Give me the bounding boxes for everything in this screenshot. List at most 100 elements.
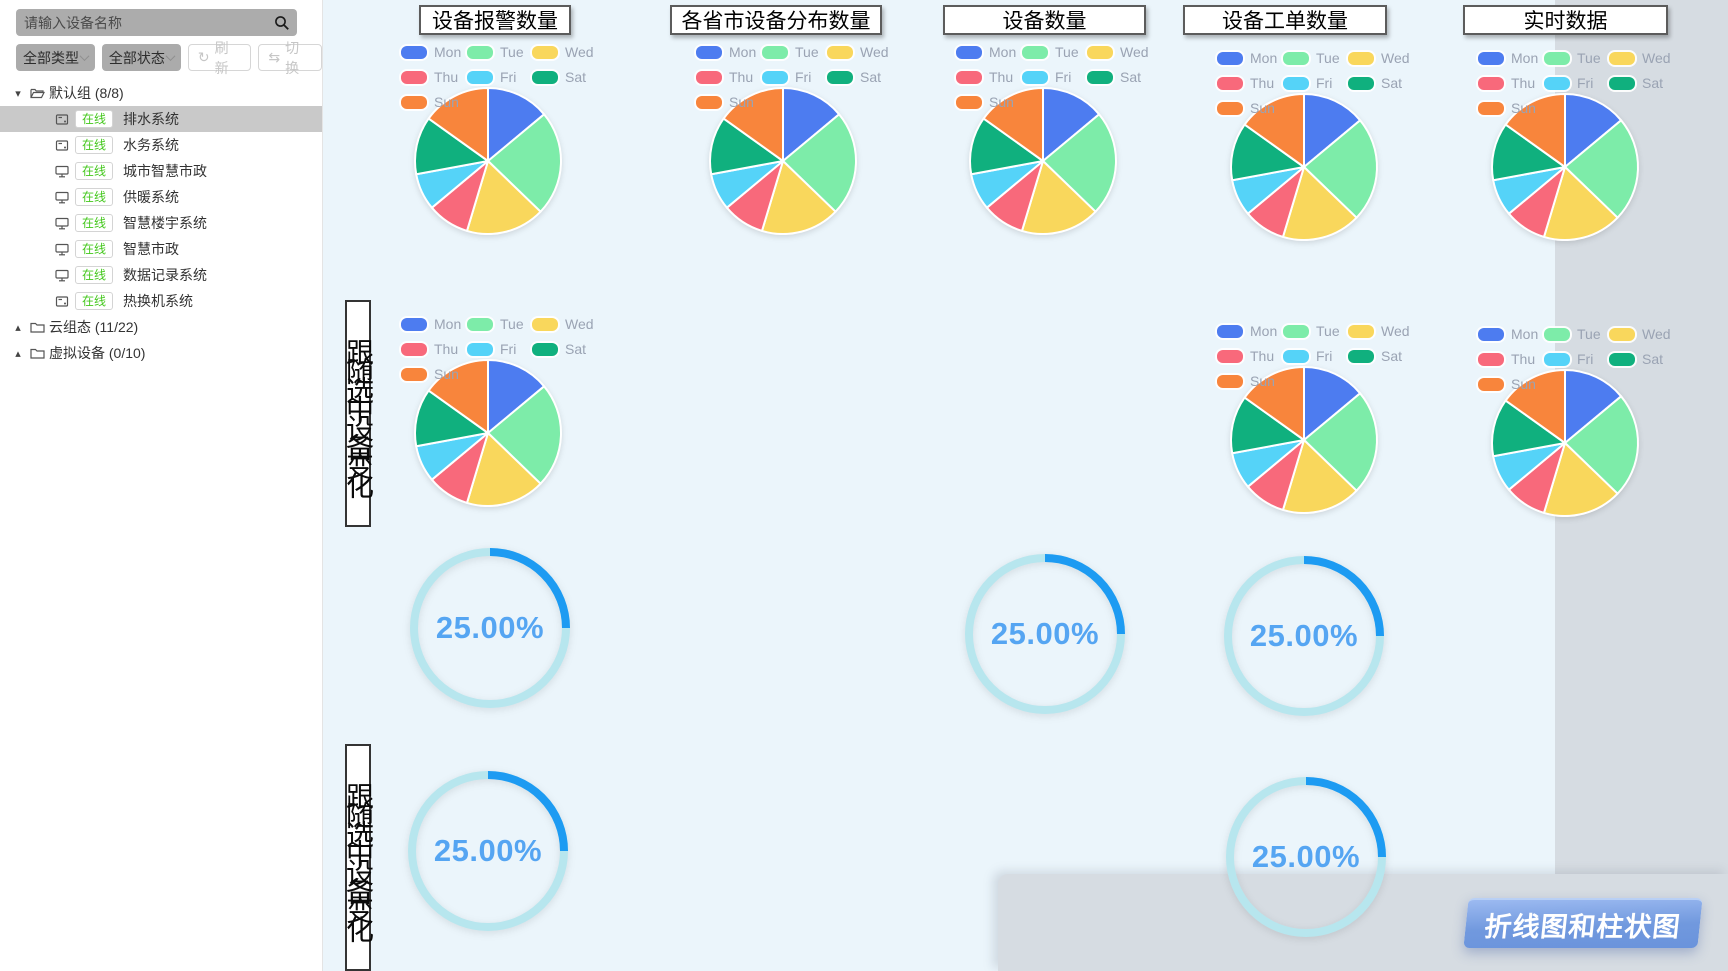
legend-item-mon[interactable]: Mon (696, 45, 756, 59)
pie-chart-widget[interactable]: Mon Tue Wed Thu Fri Sat Sun (696, 45, 908, 246)
legend-item-thu[interactable]: Thu (401, 70, 458, 84)
legend-item-tue[interactable]: Tue (1022, 45, 1079, 59)
legend-item-wed[interactable]: Wed (1087, 45, 1149, 59)
legend-item-sat[interactable]: Sat (1087, 70, 1141, 84)
legend-item-fri[interactable]: Fri (1544, 352, 1593, 366)
progress-gauge-widget[interactable]: 25.00% (1219, 551, 1389, 721)
pie-chart-widget[interactable]: Mon Tue Wed Thu Fri Sat Sun (956, 45, 1168, 246)
legend-item-thu[interactable]: Thu (956, 70, 1013, 84)
pie-chart-widget[interactable]: Mon Tue Wed Thu Fri Sat Sun (401, 317, 613, 518)
refresh-button[interactable]: ↻ 刷新 (187, 40, 252, 76)
legend-item-wed[interactable]: Wed (1348, 324, 1410, 338)
progress-gauge-widget[interactable]: 25.00% (405, 543, 575, 713)
caret-expanded-icon[interactable]: ▾ (15, 87, 21, 100)
legend-item-sun[interactable]: Sun (696, 95, 754, 109)
pie-chart-widget[interactable]: Mon Tue Wed Thu Fri Sat Sun (1478, 51, 1690, 252)
filter-status-dropdown[interactable]: 全部状态 (101, 44, 181, 71)
legend-item-wed[interactable]: Wed (1609, 327, 1671, 341)
legend-item-wed[interactable]: Wed (532, 317, 594, 331)
caret-collapsed-icon[interactable]: ▴ (15, 347, 21, 360)
legend-item-mon[interactable]: Mon (401, 317, 461, 331)
legend-item-fri[interactable]: Fri (762, 70, 811, 84)
device-tree-item[interactable]: 在线 供暖系统 (0, 184, 322, 210)
legend-item-sun[interactable]: Sun (401, 367, 459, 381)
legend-item-wed[interactable]: Wed (827, 45, 889, 59)
legend-item-fri[interactable]: Fri (467, 342, 516, 356)
progress-gauge-widget[interactable]: 25.00% (1221, 772, 1391, 942)
legend-item-thu[interactable]: Thu (696, 70, 753, 84)
legend-item-thu[interactable]: Thu (1478, 76, 1535, 90)
legend-item-fri[interactable]: Fri (1544, 76, 1593, 90)
device-tree-item[interactable]: 在线 智慧市政 (0, 236, 322, 262)
legend-item-wed[interactable]: Wed (1348, 51, 1410, 65)
legend-item-sat[interactable]: Sat (1609, 76, 1663, 90)
device-tree-item[interactable]: 在线 水务系统 (0, 132, 322, 158)
device-tree-item[interactable]: 在线 数据记录系统 (0, 262, 322, 288)
switch-button[interactable]: ⇆ 切换 (258, 40, 322, 76)
progress-gauge-widget[interactable]: 25.00% (403, 766, 573, 936)
legend-item-tue[interactable]: Tue (1283, 51, 1340, 65)
panel-title-realtime-data[interactable]: 实时数据 (1463, 5, 1668, 35)
caret-collapsed-icon[interactable]: ▴ (15, 321, 21, 334)
line-bar-chart-banner[interactable]: 折线图和柱状图 (1463, 898, 1703, 948)
legend-item-mon[interactable]: Mon (1217, 51, 1277, 65)
legend-label: Wed (565, 44, 594, 60)
search-input[interactable] (16, 14, 267, 31)
tree-group-row[interactable]: ▴ 虚拟设备 (0/10) (0, 340, 322, 366)
legend-item-sat[interactable]: Sat (1348, 349, 1402, 363)
legend-item-mon[interactable]: Mon (401, 45, 461, 59)
legend-item-fri[interactable]: Fri (1283, 76, 1332, 90)
pie-chart-widget[interactable]: Mon Tue Wed Thu Fri Sat Sun (1217, 324, 1429, 525)
legend-item-tue[interactable]: Tue (467, 317, 524, 331)
legend-item-fri[interactable]: Fri (1022, 70, 1071, 84)
tree-group-row[interactable]: ▴ 云组态 (11/22) (0, 314, 322, 340)
legend-item-mon[interactable]: Mon (1217, 324, 1277, 338)
legend-item-sat[interactable]: Sat (532, 342, 586, 356)
legend-item-thu[interactable]: Thu (1217, 76, 1274, 90)
legend-item-sat[interactable]: Sat (1609, 352, 1663, 366)
filter-type-dropdown[interactable]: 全部类型 (16, 44, 95, 71)
pie-chart-widget[interactable]: Mon Tue Wed Thu Fri Sat Sun (1217, 51, 1429, 252)
tree-group-row[interactable]: ▾ 默认组 (8/8) (0, 80, 322, 106)
legend-item-tue[interactable]: Tue (762, 45, 819, 59)
pie-chart-widget[interactable]: Mon Tue Wed Thu Fri Sat Sun (401, 44, 613, 246)
legend-item-sun[interactable]: Sun (1478, 377, 1536, 391)
legend-item-tue[interactable]: Tue (1544, 51, 1601, 65)
legend-item-fri[interactable]: Fri (1283, 349, 1332, 363)
device-tree-item[interactable]: 在线 热换机系统 (0, 288, 322, 314)
legend-item-tue[interactable]: Tue (1283, 324, 1340, 338)
panel-title-device-alarms[interactable]: 设备报警数量 (419, 5, 571, 35)
panel-title-device-count[interactable]: 设备数量 (943, 5, 1146, 35)
pie-chart-widget[interactable]: Mon Tue Wed Thu Fri Sat Sun (1478, 327, 1690, 528)
legend-item-thu[interactable]: Thu (1478, 352, 1535, 366)
device-tree-item[interactable]: 在线 排水系统 (0, 106, 322, 132)
legend-item-sat[interactable]: Sat (532, 70, 586, 84)
legend-item-thu[interactable]: Thu (1217, 349, 1274, 363)
legend-item-tue[interactable]: Tue (1544, 327, 1601, 341)
legend-item-sun[interactable]: Sun (401, 95, 459, 109)
device-tree-item[interactable]: 在线 城市智慧市政 (0, 158, 322, 184)
progress-gauge-widget[interactable]: 25.00% (960, 549, 1130, 719)
follow-device-label-2[interactable]: 跟随选中设备变化 (343, 744, 374, 971)
legend-item-sun[interactable]: Sun (1217, 101, 1275, 115)
device-tree-item[interactable]: 在线 智慧楼宇系统 (0, 210, 322, 236)
legend-item-mon[interactable]: Mon (956, 45, 1016, 59)
panel-title-work-orders[interactable]: 设备工单数量 (1183, 5, 1387, 35)
legend-item-sat[interactable]: Sat (1348, 76, 1402, 90)
legend-item-mon[interactable]: Mon (1478, 327, 1538, 341)
pie-slice-sat (1229, 123, 1305, 182)
legend-item-fri[interactable]: Fri (467, 70, 516, 84)
pie-slice-tue (1564, 119, 1639, 219)
legend-item-sun[interactable]: Sun (1217, 374, 1275, 388)
legend-item-wed[interactable]: Wed (532, 44, 594, 60)
legend-item-tue[interactable]: Tue (467, 45, 524, 59)
legend-item-sun[interactable]: Sun (956, 95, 1014, 109)
panel-title-province-distribution[interactable]: 各省市设备分布数量 (670, 5, 882, 35)
legend-item-thu[interactable]: Thu (401, 342, 458, 356)
legend-item-sun[interactable]: Sun (1478, 101, 1536, 115)
legend-item-wed[interactable]: Wed (1609, 51, 1671, 65)
follow-device-label-1[interactable]: 跟随选中设备变化 (343, 300, 374, 527)
legend-item-sat[interactable]: Sat (827, 70, 881, 84)
legend-item-mon[interactable]: Mon (1478, 51, 1538, 65)
search-icon[interactable] (267, 9, 297, 36)
